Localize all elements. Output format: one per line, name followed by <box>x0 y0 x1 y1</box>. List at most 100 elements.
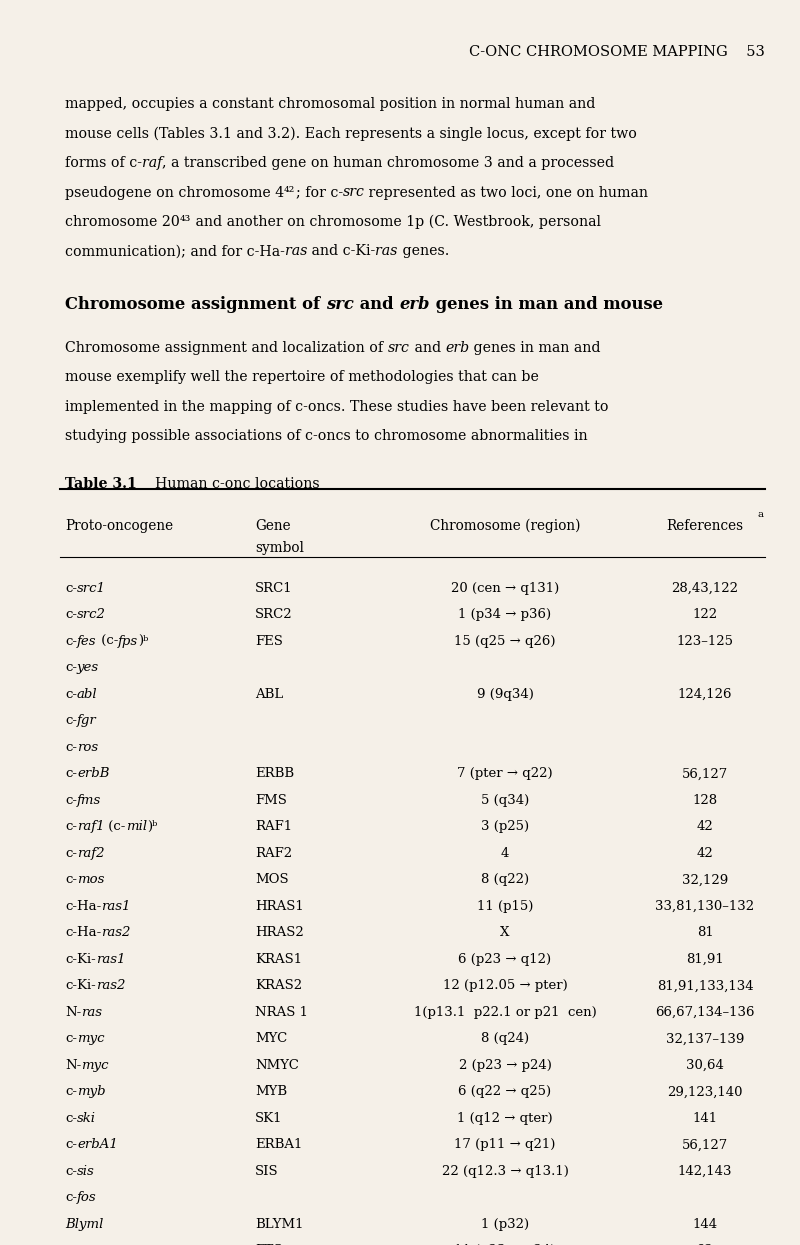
Text: 30,64: 30,64 <box>686 1059 724 1072</box>
Text: 32,137–139: 32,137–139 <box>666 1032 744 1046</box>
Text: SRC1: SRC1 <box>255 581 293 595</box>
Text: c-: c- <box>65 1138 77 1152</box>
Text: ras: ras <box>285 244 307 259</box>
Text: src1: src1 <box>77 581 106 595</box>
Text: 124,126: 124,126 <box>678 688 732 701</box>
Text: SK1: SK1 <box>255 1112 282 1125</box>
Text: BLYM1: BLYM1 <box>255 1218 303 1231</box>
Text: ⁴²: ⁴² <box>284 186 295 199</box>
Text: raf1: raf1 <box>77 820 105 833</box>
Text: 81,91: 81,91 <box>686 952 724 966</box>
Text: HRAS2: HRAS2 <box>255 926 304 940</box>
Text: genes in man and mouse: genes in man and mouse <box>430 296 662 312</box>
Text: ; for c-: ; for c- <box>295 186 342 199</box>
Text: ski: ski <box>77 1112 96 1125</box>
Text: ras1: ras1 <box>96 952 125 966</box>
Text: 42: 42 <box>697 847 714 860</box>
Text: mapped, occupies a constant chromosomal position in normal human and: mapped, occupies a constant chromosomal … <box>65 97 595 111</box>
Text: 123–125: 123–125 <box>677 635 734 647</box>
Text: ras: ras <box>375 244 398 259</box>
Text: studying possible associations of c-oncs to chromosome abnormalities in: studying possible associations of c-oncs… <box>65 430 588 443</box>
Text: c-: c- <box>65 715 77 727</box>
Text: 33,81,130–132: 33,81,130–132 <box>655 900 754 913</box>
Text: NMYC: NMYC <box>255 1059 299 1072</box>
Text: N-: N- <box>65 1059 82 1072</box>
Text: c-Ki-: c-Ki- <box>65 980 96 992</box>
Text: erb: erb <box>445 341 470 355</box>
Text: 144: 144 <box>693 1218 718 1231</box>
Text: communication); and for c-Ha-: communication); and for c-Ha- <box>65 244 285 259</box>
Text: myc: myc <box>77 1032 105 1046</box>
Text: 56,127: 56,127 <box>682 767 728 781</box>
Text: genes in man and: genes in man and <box>470 341 601 355</box>
Text: c-: c- <box>65 1086 77 1098</box>
Text: MYC: MYC <box>255 1032 287 1046</box>
Text: C-ONC CHROMOSOME MAPPING    53: C-ONC CHROMOSOME MAPPING 53 <box>469 45 765 59</box>
Text: 4: 4 <box>501 847 509 860</box>
Text: 9 (9q34): 9 (9q34) <box>477 688 534 701</box>
Text: c-: c- <box>65 767 77 781</box>
Text: MYB: MYB <box>255 1086 287 1098</box>
Text: 28,43,122: 28,43,122 <box>671 581 738 595</box>
Text: c-: c- <box>65 688 77 701</box>
Text: ⁴³: ⁴³ <box>180 215 191 229</box>
Text: fos: fos <box>77 1191 97 1204</box>
Text: c-Ha-: c-Ha- <box>65 926 102 940</box>
Text: (c-: (c- <box>97 635 118 647</box>
Text: ras: ras <box>82 1006 102 1018</box>
Text: c-: c- <box>65 820 77 833</box>
Text: 29,123,140: 29,123,140 <box>667 1086 742 1098</box>
Text: RAF1: RAF1 <box>255 820 292 833</box>
Text: erbA1: erbA1 <box>77 1138 118 1152</box>
Text: 3 (p25): 3 (p25) <box>481 820 529 833</box>
Text: fgr: fgr <box>77 715 97 727</box>
Text: 20 (cen → q131): 20 (cen → q131) <box>451 581 559 595</box>
Text: 1 (p34 → p36): 1 (p34 → p36) <box>458 609 551 621</box>
Text: yes: yes <box>77 661 99 675</box>
Text: 7 (pter → q22): 7 (pter → q22) <box>457 767 553 781</box>
Text: 2 (p23 → p24): 2 (p23 → p24) <box>458 1059 551 1072</box>
Text: c-Ki-: c-Ki- <box>65 952 96 966</box>
Text: mouse cells (Tables 3.1 and 3.2). Each represents a single locus, except for two: mouse cells (Tables 3.1 and 3.2). Each r… <box>65 127 637 141</box>
Text: Blyml: Blyml <box>65 1218 103 1231</box>
Text: implemented in the mapping of c-oncs. These studies have been relevant to: implemented in the mapping of c-oncs. Th… <box>65 400 609 415</box>
Text: 128: 128 <box>693 794 718 807</box>
Text: 12 (p12.05 → pter): 12 (p12.05 → pter) <box>442 980 567 992</box>
Text: , a transcribed gene on human chromosome 3 and a processed: , a transcribed gene on human chromosome… <box>162 156 614 171</box>
Text: X: X <box>500 926 510 940</box>
Text: forms of c-: forms of c- <box>65 156 142 171</box>
Text: genes.: genes. <box>398 244 450 259</box>
Text: c-Ha-: c-Ha- <box>65 900 102 913</box>
Text: 11 (p15): 11 (p15) <box>477 900 533 913</box>
Text: 66,67,134–136: 66,67,134–136 <box>655 1006 754 1018</box>
Text: ras1: ras1 <box>102 900 130 913</box>
Text: KRAS1: KRAS1 <box>255 952 302 966</box>
Text: c-: c- <box>65 581 77 595</box>
Text: Gene: Gene <box>255 519 290 533</box>
Text: 56,127: 56,127 <box>682 1138 728 1152</box>
Text: myb: myb <box>77 1086 106 1098</box>
Text: KRAS2: KRAS2 <box>255 980 302 992</box>
Text: Human c-onc locations: Human c-onc locations <box>137 477 319 491</box>
Text: 15 (q25 → q26): 15 (q25 → q26) <box>454 635 556 647</box>
Text: mos: mos <box>77 874 104 886</box>
Text: 17 (p11 → q21): 17 (p11 → q21) <box>454 1138 556 1152</box>
Text: 122: 122 <box>693 609 718 621</box>
Text: 22 (q12.3 → q13.1): 22 (q12.3 → q13.1) <box>442 1165 569 1178</box>
Text: raf2: raf2 <box>77 847 105 860</box>
Text: pseudogene on chromosome 4: pseudogene on chromosome 4 <box>65 186 284 199</box>
Text: raf: raf <box>142 156 162 171</box>
Text: 81: 81 <box>697 926 714 940</box>
Text: 42: 42 <box>697 820 714 833</box>
Text: src2: src2 <box>77 609 106 621</box>
Text: SIS: SIS <box>255 1165 278 1178</box>
Text: c-: c- <box>65 794 77 807</box>
Text: c-: c- <box>65 635 77 647</box>
Text: sis: sis <box>77 1165 94 1178</box>
Text: 8 (q22): 8 (q22) <box>481 874 529 886</box>
Text: MOS: MOS <box>255 874 289 886</box>
Text: c-: c- <box>65 609 77 621</box>
Text: mil: mil <box>126 820 147 833</box>
Text: c-: c- <box>65 1191 77 1204</box>
Text: fes: fes <box>77 635 97 647</box>
